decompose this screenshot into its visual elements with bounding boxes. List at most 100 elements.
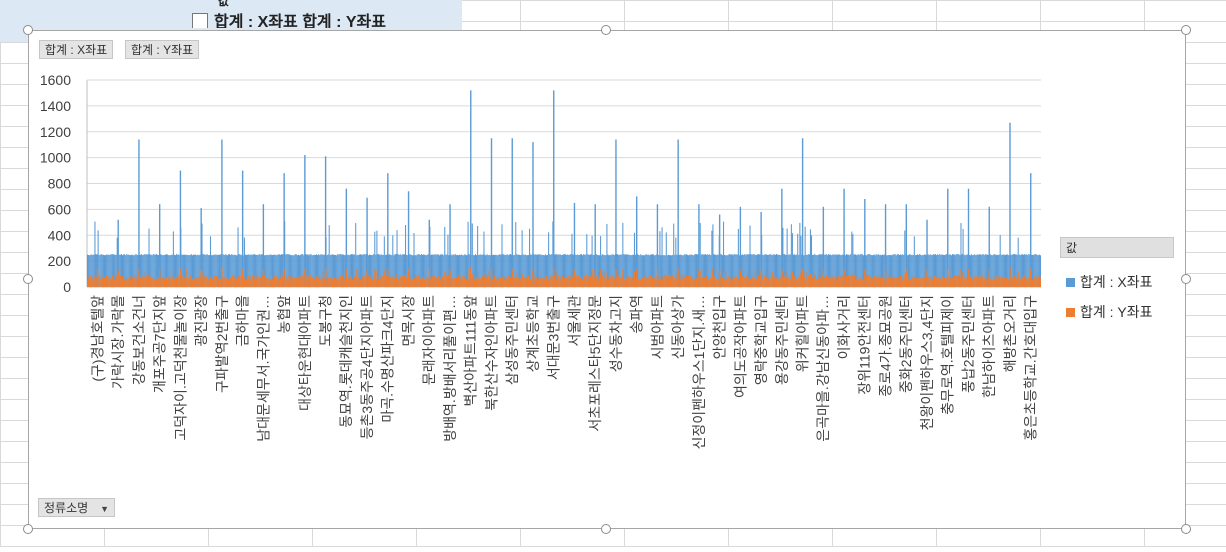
bar-x	[853, 254, 855, 287]
resize-handle-right[interactable]	[1181, 274, 1191, 284]
bar-y	[289, 276, 291, 287]
bar-y	[542, 278, 544, 287]
resize-handle-top-right[interactable]	[1181, 25, 1191, 35]
field-button-series-x[interactable]: 합계 : X좌표	[39, 40, 114, 59]
bar-y	[572, 277, 574, 287]
bar-y	[506, 279, 508, 287]
bar-x	[598, 255, 601, 287]
bar-y	[554, 275, 556, 287]
bar-x	[95, 254, 97, 287]
bar-y	[194, 278, 196, 287]
bar-x	[479, 254, 481, 287]
pivot-chart[interactable]: 합계 : X좌표 합계 : Y좌표 0 200 400 600 800 1000 1200 1…	[28, 30, 1186, 529]
bar-y	[744, 277, 746, 287]
bar-x	[915, 255, 917, 287]
bar-x	[229, 254, 231, 287]
bar-y	[1036, 275, 1038, 287]
bar-x	[815, 254, 817, 287]
bar-x	[288, 254, 290, 287]
bar-x	[416, 254, 418, 287]
bar-y	[1027, 279, 1029, 287]
bar-x	[277, 254, 279, 287]
bar-y	[725, 271, 727, 287]
bar-y	[856, 275, 858, 287]
bar-x	[770, 254, 772, 287]
resize-handle-top[interactable]	[601, 25, 611, 35]
bar-x	[453, 254, 455, 287]
bar-y	[519, 278, 521, 287]
bar-y	[513, 278, 515, 287]
legend-item-series-y[interactable]: 합계 : Y좌표	[1060, 298, 1174, 326]
bar-x	[797, 233, 799, 287]
bar-x	[514, 254, 516, 287]
bar-y	[833, 279, 835, 287]
bar-x	[418, 254, 420, 287]
bar-y-11	[324, 268, 327, 287]
bar-y	[895, 277, 897, 287]
bar-x	[268, 255, 270, 287]
resize-handle-top-left[interactable]	[23, 25, 33, 35]
bar-x	[315, 254, 318, 287]
bar-x	[622, 222, 624, 287]
bar-x	[394, 254, 396, 287]
bar-x	[318, 254, 320, 287]
bar-y-5	[200, 270, 202, 287]
checkbox-icon[interactable]	[192, 13, 208, 28]
bar-x	[420, 254, 422, 287]
bar-y	[969, 276, 972, 287]
bar-x	[385, 254, 387, 287]
field-button-series-y[interactable]: 합계 : Y좌표	[125, 40, 200, 59]
bar-y-24	[594, 270, 596, 287]
bar-x	[388, 254, 390, 287]
bar-x	[172, 231, 174, 287]
bar-y	[295, 278, 297, 287]
bar-y	[890, 278, 892, 287]
resize-handle-left[interactable]	[23, 274, 33, 284]
bar-x	[258, 254, 260, 287]
bar-x	[658, 254, 660, 287]
bar-x	[886, 255, 888, 287]
bar-x	[147, 254, 149, 287]
bar-y	[491, 279, 493, 287]
bar-y	[887, 275, 889, 287]
bar-y	[539, 278, 541, 287]
bar-x	[710, 255, 712, 287]
bar-x-24	[594, 204, 596, 287]
bar-x	[654, 255, 656, 287]
bar-x	[618, 254, 620, 287]
legend-swatch-series-x	[1066, 278, 1075, 287]
chart-legend[interactable]: 값 합계 : X좌표 합계 : Y좌표	[1060, 237, 1174, 326]
bar-x	[395, 254, 397, 287]
bar-y	[558, 275, 560, 287]
bar-y	[349, 276, 351, 287]
bar-y	[710, 278, 712, 287]
bar-x	[255, 254, 257, 287]
bar-y	[910, 279, 912, 287]
bar-y	[249, 276, 251, 287]
values-series-row[interactable]: 합계 : X좌표 합계 : Y좌표	[192, 12, 386, 28]
bar-y	[331, 278, 333, 287]
bar-y	[214, 275, 216, 287]
legend-item-series-x[interactable]: 합계 : X좌표	[1060, 268, 1174, 296]
bar-x	[407, 255, 409, 287]
resize-handle-bottom-left[interactable]	[23, 524, 33, 534]
bar-y	[806, 272, 808, 287]
bar-y	[225, 277, 227, 287]
bar-y	[178, 276, 180, 287]
resize-handle-bottom[interactable]	[601, 524, 611, 534]
bar-y	[217, 277, 219, 287]
bar-x	[204, 254, 206, 287]
bar-x	[250, 254, 252, 287]
bar-y	[142, 276, 144, 287]
bar-x	[312, 254, 314, 287]
bar-x	[248, 254, 250, 287]
bar-y	[807, 275, 809, 287]
bar-y	[796, 279, 798, 287]
field-button-axis[interactable]: 정류소명 ▼	[38, 498, 116, 517]
bar-x	[799, 222, 801, 287]
bar-x	[128, 254, 130, 287]
resize-handle-bottom-right[interactable]	[1181, 524, 1191, 534]
bar-x	[693, 255, 695, 287]
bar-y	[576, 277, 578, 287]
dropdown-arrow-icon[interactable]: ▼	[100, 504, 110, 514]
